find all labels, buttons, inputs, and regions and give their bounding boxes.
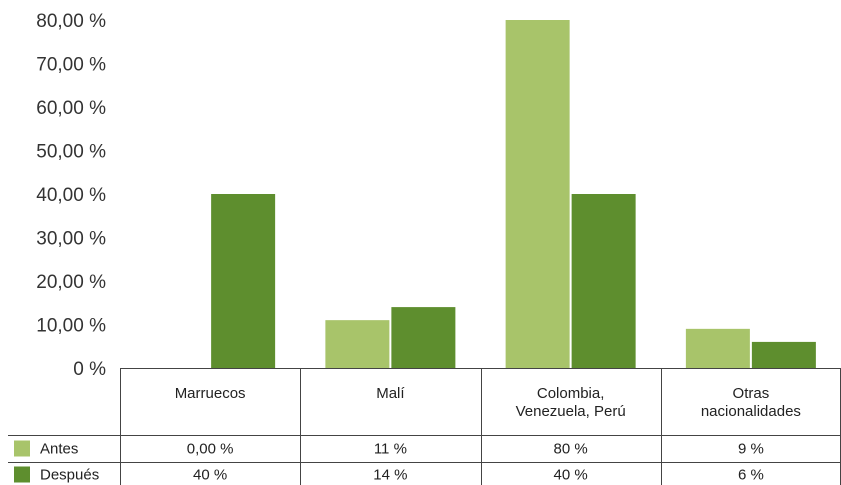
table-value-cell: 40 %: [554, 467, 588, 484]
category-label-line: Colombia,: [537, 385, 605, 402]
legend-label: Antes: [40, 441, 78, 458]
category-label: Colombia, Venezuela, Perú: [516, 385, 626, 420]
bar-antes-2: [505, 20, 570, 368]
category-label-line: Marruecos: [175, 385, 246, 402]
bar-despus-2: [571, 194, 636, 368]
y-tick-label: 30,00 %: [36, 229, 106, 250]
legend-label: Después: [40, 467, 99, 484]
bar-despus-1: [391, 307, 456, 368]
category-label-line: Otras: [733, 385, 770, 402]
table-value-cell: 80 %: [554, 441, 588, 458]
bar-despus-0: [211, 194, 276, 368]
legend-swatch-antes: [14, 440, 30, 457]
category-label-line: nacionalidades: [701, 403, 801, 420]
bar-antes-3: [685, 328, 750, 368]
bar-despus-3: [751, 341, 816, 368]
y-tick-label: 40,00 %: [36, 185, 106, 206]
table-value-cell: 11 %: [374, 441, 407, 458]
data-table: Marruecos Malí Colombia, Venezuela, Perú Otr…: [8, 368, 841, 485]
legend-swatch-despus: [14, 466, 30, 483]
category-label-line: Venezuela, Perú: [516, 403, 626, 420]
bars-group: [211, 20, 816, 368]
y-tick-label: 60,00 %: [36, 98, 106, 119]
y-tick-label: 20,00 %: [36, 272, 106, 293]
table-value-cell: 6 %: [738, 467, 764, 484]
y-axis: 0 % 10,00 % 20,00 % 30,00 % 40,00 % 50,00 % 60…: [36, 11, 106, 380]
category-label-line: Malí: [376, 385, 405, 402]
y-tick-label: 0 %: [73, 359, 106, 380]
table-value-cell: 9 %: [738, 441, 764, 458]
table-value-cell: 40 %: [193, 467, 227, 484]
category-label: Otras nacionalidades: [701, 385, 801, 420]
bar-antes-1: [325, 320, 390, 368]
y-tick-label: 80,00 %: [36, 11, 106, 32]
category-label: Marruecos: [175, 385, 246, 402]
y-tick-label: 50,00 %: [36, 142, 106, 163]
category-label: Malí: [376, 385, 405, 402]
table-value-cell: 14 %: [373, 467, 407, 484]
y-tick-label: 10,00 %: [36, 316, 106, 337]
y-tick-label: 70,00 %: [36, 55, 106, 76]
table-value-cell: 0,00 %: [187, 441, 234, 458]
